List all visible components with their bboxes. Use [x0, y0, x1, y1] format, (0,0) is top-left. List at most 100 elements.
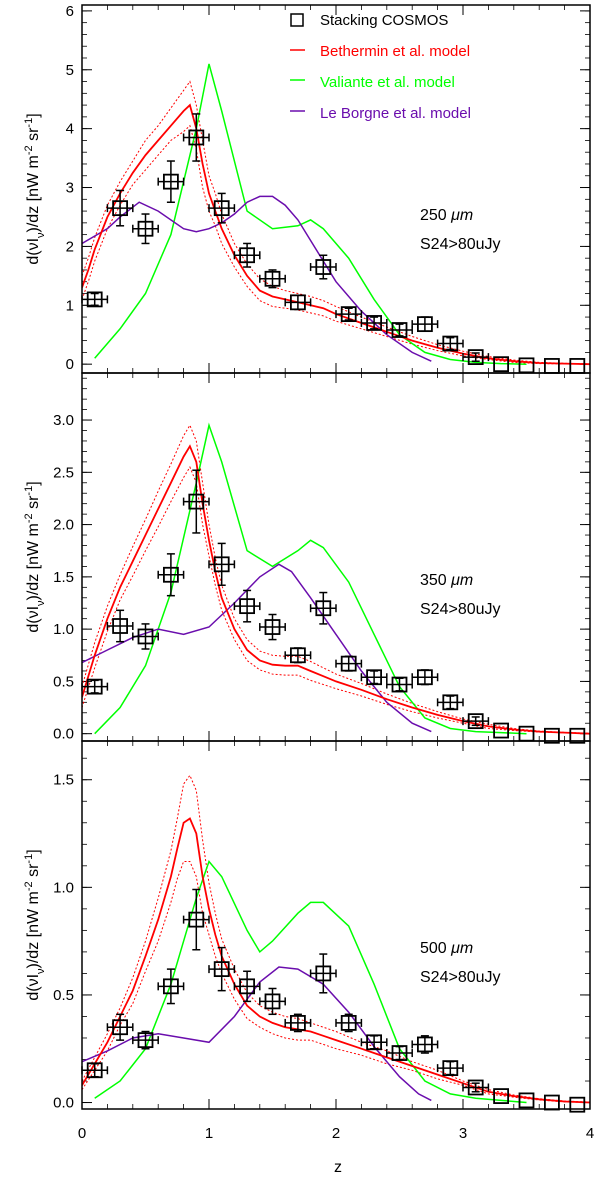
stacking-square [544, 358, 560, 374]
stacking-point [132, 623, 159, 650]
panel-selection-label: S24>80uJy [420, 969, 501, 986]
stacking-square [493, 1088, 510, 1104]
stacking-point [493, 1088, 510, 1104]
y-tick-label: 1.0 [53, 879, 74, 896]
stacking-square [188, 129, 205, 146]
legend-stacking-label: Stacking COSMOS [320, 12, 448, 29]
bethermin-lower-band [82, 465, 590, 735]
stacking-point [436, 1060, 464, 1077]
bethermin-line [82, 817, 590, 1104]
stacking-point [106, 189, 134, 227]
stacking-point [462, 1079, 490, 1096]
stacking-square [340, 1015, 357, 1031]
stacking-point [284, 647, 312, 664]
stacking-square [86, 291, 103, 308]
stacking-square [162, 978, 179, 995]
stacking-point [284, 294, 312, 311]
stacking-square [264, 993, 281, 1010]
stacking-square [366, 1034, 383, 1051]
stacking-point [157, 160, 185, 203]
stacking-square [162, 566, 179, 583]
stacking-square [137, 1032, 154, 1049]
stacking-square [315, 259, 332, 275]
stacking-point [411, 316, 439, 333]
stacking-square [493, 722, 510, 739]
stacking-point [81, 1062, 109, 1079]
stacking-square [416, 1036, 433, 1053]
stacking-square [162, 173, 179, 190]
bethermin-upper-band [82, 80, 590, 365]
stacking-point [386, 676, 413, 693]
stacking-square [213, 556, 230, 573]
panel-wavelength-label: 250 μm [420, 207, 473, 224]
y-tick-label: 0 [66, 356, 74, 373]
panel-selection-label: S24>80uJy [420, 601, 501, 618]
stacking-point [309, 953, 337, 994]
y-tick-label: 0.5 [53, 673, 74, 690]
stacking-point [493, 356, 510, 373]
y-tick-label: 1 [66, 297, 74, 314]
stacking-point [335, 655, 363, 672]
stacking-point [335, 1013, 363, 1033]
stacking-point [106, 609, 134, 643]
bethermin-lower-band [82, 861, 590, 1103]
y-tick-label: 4 [66, 121, 74, 138]
y-tick-label: 5 [66, 62, 74, 79]
panel-frame [81, 372, 591, 742]
stacking-square [442, 335, 459, 352]
legend-leborgne-label: Le Borgne et al. model [320, 105, 471, 122]
legend-stacking-square [290, 13, 304, 27]
stacking-square [264, 619, 281, 635]
y-tick-label: 2.5 [53, 464, 74, 481]
stacking-square [315, 600, 332, 617]
valiante-line [94, 63, 527, 365]
stacking-square [86, 678, 103, 695]
stacking-point [411, 1035, 439, 1054]
stacking-point [182, 888, 210, 951]
stacking-square [86, 1062, 103, 1079]
stacking-square [188, 911, 205, 928]
x-tick-label: 0 [78, 1125, 86, 1142]
y-axis-label: d(νIν)/dz [nW m-2 sr-1] [23, 481, 47, 632]
stacking-point [259, 613, 286, 641]
stacking-point [309, 254, 337, 280]
stacking-point [132, 213, 159, 245]
stacking-point [81, 291, 109, 308]
stacking-square [213, 961, 230, 978]
stacking-square [391, 676, 408, 693]
stacking-point [518, 1092, 535, 1109]
bethermin-line [82, 444, 590, 735]
stacking-point [436, 694, 464, 711]
x-tick-label: 1 [205, 1125, 213, 1142]
stacking-point [386, 1045, 413, 1061]
legend-bethermin-label: Bethermin et al. model [320, 43, 470, 60]
panel-wavelength-label: 350 μm [420, 572, 473, 589]
curves [82, 774, 590, 1104]
stacking-square [112, 618, 128, 634]
stacking-point [335, 306, 363, 323]
y-axis-label: d(νIν)/dz [nW m-2 sr-1] [23, 849, 47, 1000]
stacking-point [132, 1030, 159, 1050]
stacking-point [360, 669, 388, 686]
y-tick-label: 0.0 [53, 1095, 74, 1112]
stacking-square [289, 1015, 306, 1031]
leborgne-line [82, 563, 432, 733]
panel-250: 0 1 2 3 4 5 6 d(νIν)/dz [nW m-2 sr-1] 250 μm S24>… [23, 3, 591, 374]
stacking-point [411, 669, 439, 686]
valiante-line [94, 860, 527, 1104]
leborgne-line [82, 195, 432, 362]
y-tick-label: 0.0 [53, 726, 74, 743]
stacking-point [386, 322, 413, 338]
stacking-square [467, 1079, 484, 1096]
panel-frame [81, 740, 591, 1110]
stacking-square [569, 727, 586, 744]
bethermin-line [82, 103, 590, 366]
stacking-square [137, 628, 154, 645]
stacking-square [340, 655, 357, 672]
panel-selection-label: S24>80uJy [420, 236, 501, 253]
y-tick-label: 3 [66, 180, 74, 197]
stacking-point [233, 242, 261, 268]
stacking-square [569, 358, 586, 374]
x-tick-label: 2 [332, 1125, 340, 1142]
